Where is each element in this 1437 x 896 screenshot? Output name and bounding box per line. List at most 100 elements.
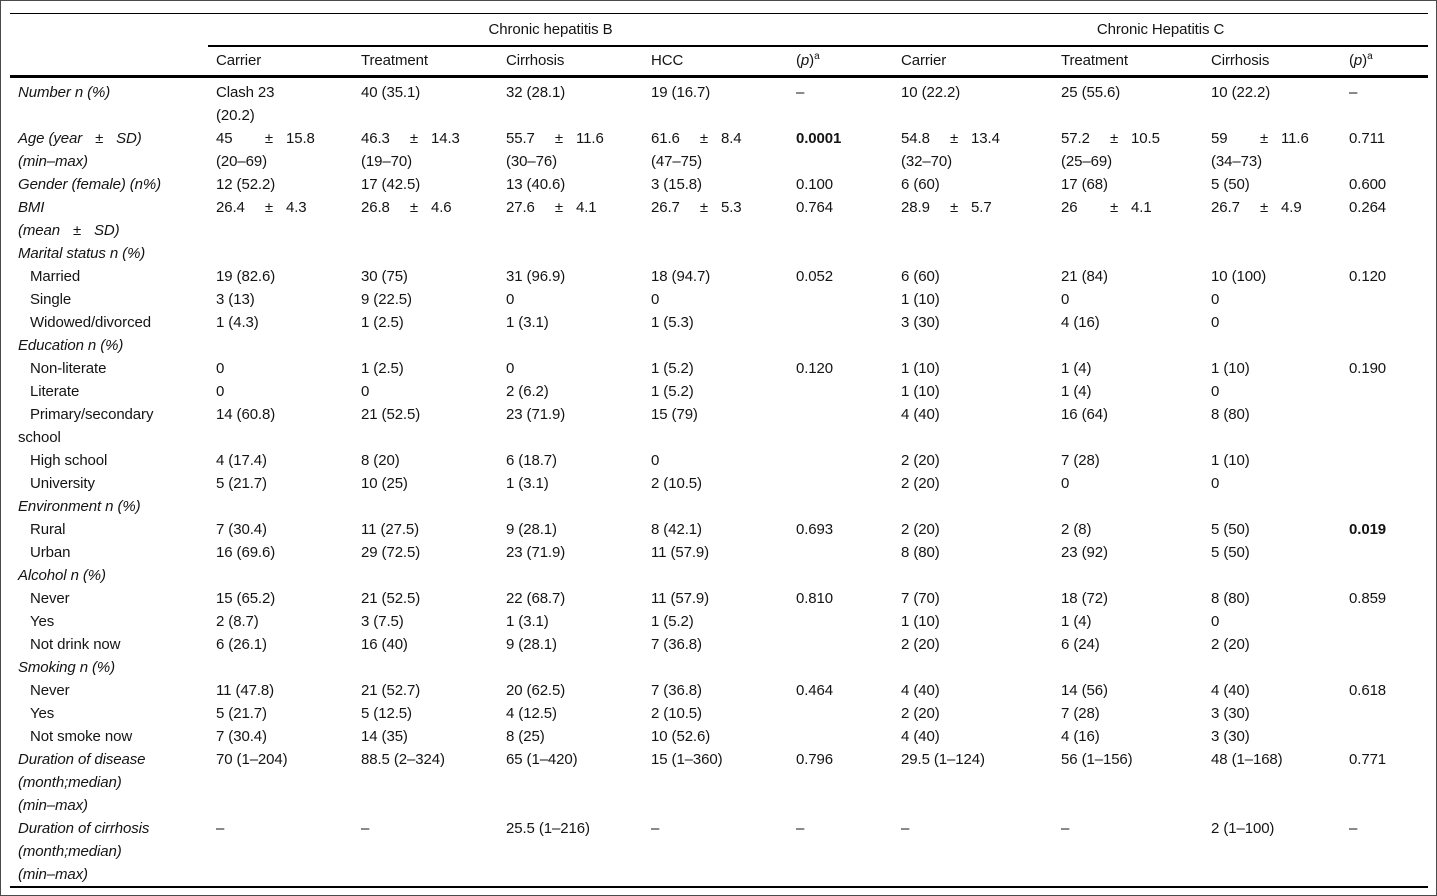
table-cell: 8 (80) <box>1211 406 1250 423</box>
table-cell: 1 (10) <box>901 613 940 630</box>
table-cell <box>1341 495 1428 518</box>
column-header-row: Carrier Treatment Cirrhosis HCC (p)a Carrier T… <box>10 45 1429 78</box>
table-cell: 54.8 ±13.4 (32–70) <box>901 130 1000 170</box>
table-cell: 2 (20) <box>901 521 940 538</box>
table-cell: 28.9 ±5.7 <box>901 199 992 216</box>
table-cell: 0 <box>1061 291 1070 308</box>
table-cell: – <box>361 820 370 837</box>
row-label: Duration of disease (month;median) (min–ma… <box>18 751 146 814</box>
table-cell <box>1341 541 1428 564</box>
table-cell <box>1053 242 1203 265</box>
table-cell: 19 (82.6) <box>216 268 276 285</box>
table-cell: 32 (28.1) <box>506 84 566 101</box>
table-cell: 6 (26.1) <box>216 636 267 653</box>
table-cell: 26 ±4.1 <box>1061 199 1152 216</box>
row-label: Primary/secondary school <box>18 406 154 446</box>
table-cell: 29 (72.5) <box>361 544 421 561</box>
table-cell <box>1341 656 1428 679</box>
table-cell: 1 (4.3) <box>216 314 259 331</box>
table-cell: 0.0001 <box>796 130 842 147</box>
table-cell <box>893 564 1053 587</box>
table-cell <box>643 242 788 265</box>
table-cell: 15 (79) <box>651 406 698 423</box>
row-label: Widowed/divorced <box>30 314 151 331</box>
row-label: BMI (mean ± SD) <box>18 199 120 239</box>
table-cell: 0 <box>1061 475 1070 492</box>
table-cell: 0.120 <box>796 360 834 377</box>
table-cell: 8 (42.1) <box>651 521 702 538</box>
table-cell <box>1203 242 1341 265</box>
table-cell: 3 (30) <box>1211 728 1250 745</box>
table-cell: 21 (52.7) <box>361 682 421 699</box>
table-cell <box>788 311 893 334</box>
table-cell: 4 (16) <box>1061 728 1100 745</box>
table-cell: 10 (22.2) <box>1211 84 1271 101</box>
table-cell: 1 (10) <box>1211 452 1250 469</box>
table-cell: 1 (2.5) <box>361 314 404 331</box>
demographics-table: Chronic hepatitis B Chronic Hepatitis C … <box>10 13 1429 888</box>
table-cell: 25.5 (1–216) <box>506 820 590 837</box>
table-cell: 8 (80) <box>1211 590 1250 607</box>
table-cell: 20 (62.5) <box>506 682 566 699</box>
row-label: Not drink now <box>30 636 121 653</box>
row-gender-female-n: Gender (female) (n%) 12 (52.2) 17 (42.5) 13… <box>10 173 1428 196</box>
table-cell <box>498 495 643 518</box>
column-header-hbv-treatment: Treatment <box>353 45 498 78</box>
table-cell: – <box>651 820 660 837</box>
table-cell: 5 (50) <box>1211 521 1250 538</box>
section-row-education-n: Education n (%) <box>10 334 1428 357</box>
table-cell: 57.2 ±10.5 (25–69) <box>1061 130 1160 170</box>
table-cell: – <box>901 820 910 837</box>
table-cell: 4 (40) <box>901 728 940 745</box>
row-widowed-divorced: Widowed/divorced 1 (4.3) 1 (2.5) 1 (3.1) 1 (… <box>10 311 1428 334</box>
table-cell: 0.264 <box>1349 199 1387 216</box>
table-cell: 18 (94.7) <box>651 268 711 285</box>
corner-cell <box>10 14 208 46</box>
table-cell: 12 (52.2) <box>216 176 276 193</box>
table-cell: 25 (55.6) <box>1061 84 1121 101</box>
table-cell: 2 (10.5) <box>651 475 702 492</box>
table-cell: 9 (22.5) <box>361 291 412 308</box>
table-cell <box>788 633 893 656</box>
row-not-smoke-now: Not smoke now 7 (30.4) 14 (35) 8 (25) 10 (52… <box>10 725 1428 748</box>
table-cell: 26.4 ±4.3 <box>216 199 307 216</box>
table-cell: 0 <box>1211 314 1220 331</box>
table-cell <box>788 610 893 633</box>
table-cell: 10 (22.2) <box>901 84 961 101</box>
column-header-empty <box>10 45 208 78</box>
column-header-p: (p)a <box>1341 45 1429 78</box>
table-cell: 0 <box>216 360 225 377</box>
row-not-drink-now: Not drink now 6 (26.1) 16 (40) 9 (28.1) 7 (3… <box>10 633 1428 656</box>
row-label: Smoking n (%) <box>18 659 116 676</box>
row-label: Marital status n (%) <box>18 245 146 262</box>
table-cell: 0 <box>651 291 660 308</box>
table-cell: 8 (20) <box>361 452 400 469</box>
table-cell: 14 (60.8) <box>216 406 276 423</box>
table-cell: 26.7 ±4.9 <box>1211 199 1302 216</box>
table-cell: 3 (30) <box>901 314 940 331</box>
table-cell: 8 (25) <box>506 728 545 745</box>
table-cell: 0.100 <box>796 176 834 193</box>
row-label: Rural <box>30 521 66 538</box>
table-cell <box>1053 564 1203 587</box>
table-cell: 19 (16.7) <box>651 84 711 101</box>
table-cell <box>1341 380 1428 403</box>
table-cell: 61.6 ±8.4 (47–75) <box>651 130 742 170</box>
table-cell: 15 (1–360) <box>651 751 723 768</box>
table-cell: 0.771 <box>1349 751 1387 768</box>
table-cell: 4 (17.4) <box>216 452 267 469</box>
column-header-hcv-treatment: Treatment <box>1053 45 1204 78</box>
row-label: Married <box>30 268 81 285</box>
table-cell: 55.7 ±11.6 (30–76) <box>506 130 604 170</box>
table-cell: 0.190 <box>1349 360 1387 377</box>
table-cell: 11 (27.5) <box>361 521 420 538</box>
table-cell <box>643 564 788 587</box>
table-cell: 46.3 ±14.3 (19–70) <box>361 130 460 170</box>
table-cell: 1 (3.1) <box>506 475 549 492</box>
row-label: Literate <box>30 383 80 400</box>
table-cell: 26.8 ±4.6 <box>361 199 452 216</box>
row-duration-of-cirrhosis: Duration of cirrhosis (month;median) (min–… <box>10 817 1428 887</box>
row-label: Environment n (%) <box>18 498 141 515</box>
group-header-hepatitis-c: Chronic Hepatitis C <box>893 13 1429 47</box>
